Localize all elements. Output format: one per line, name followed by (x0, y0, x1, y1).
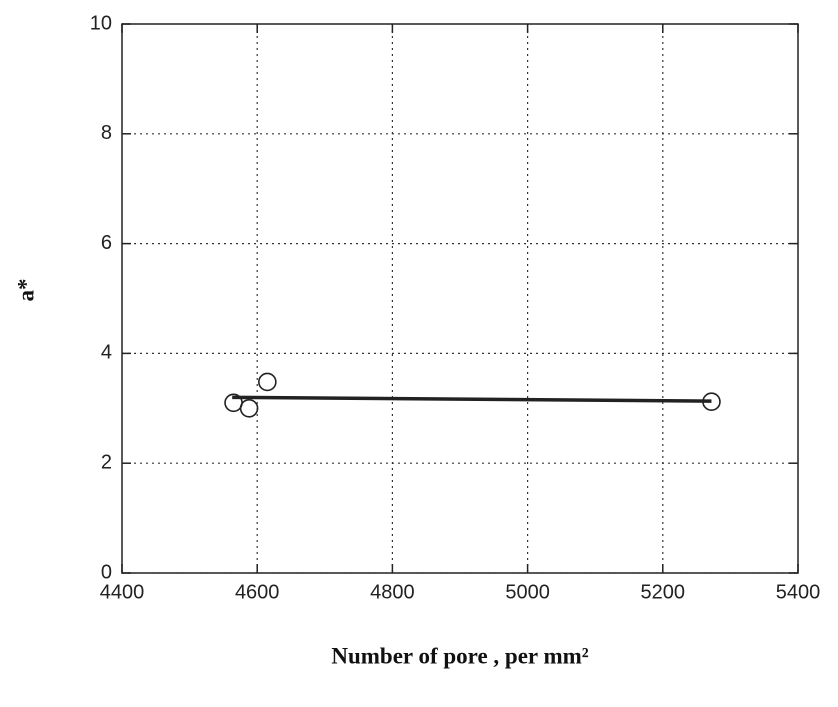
data-point (702, 392, 721, 412)
y-tick-label: 8 (101, 122, 112, 144)
y-axis-label: a* (13, 279, 38, 302)
x-tick-label: 4800 (370, 581, 415, 603)
x-tick-label: 4400 (100, 581, 145, 603)
x-axis-label: Number of pore , per mm² (331, 643, 588, 668)
y-tick-label: 10 (90, 12, 112, 34)
x-tick-label: 5400 (776, 581, 821, 603)
y-tick-label: 4 (101, 342, 112, 364)
y-tick-label: 2 (101, 451, 112, 473)
plot-frame (121, 23, 799, 574)
x-tick-label: 4600 (235, 581, 280, 603)
x-tick-label: 5000 (505, 581, 550, 603)
x-tick-label: 5200 (641, 581, 686, 603)
fit-line (232, 395, 712, 403)
y-tick-label: 6 (101, 232, 112, 254)
y-tick-label: 0 (101, 561, 112, 583)
data-point (239, 398, 259, 418)
data-point (258, 372, 277, 392)
